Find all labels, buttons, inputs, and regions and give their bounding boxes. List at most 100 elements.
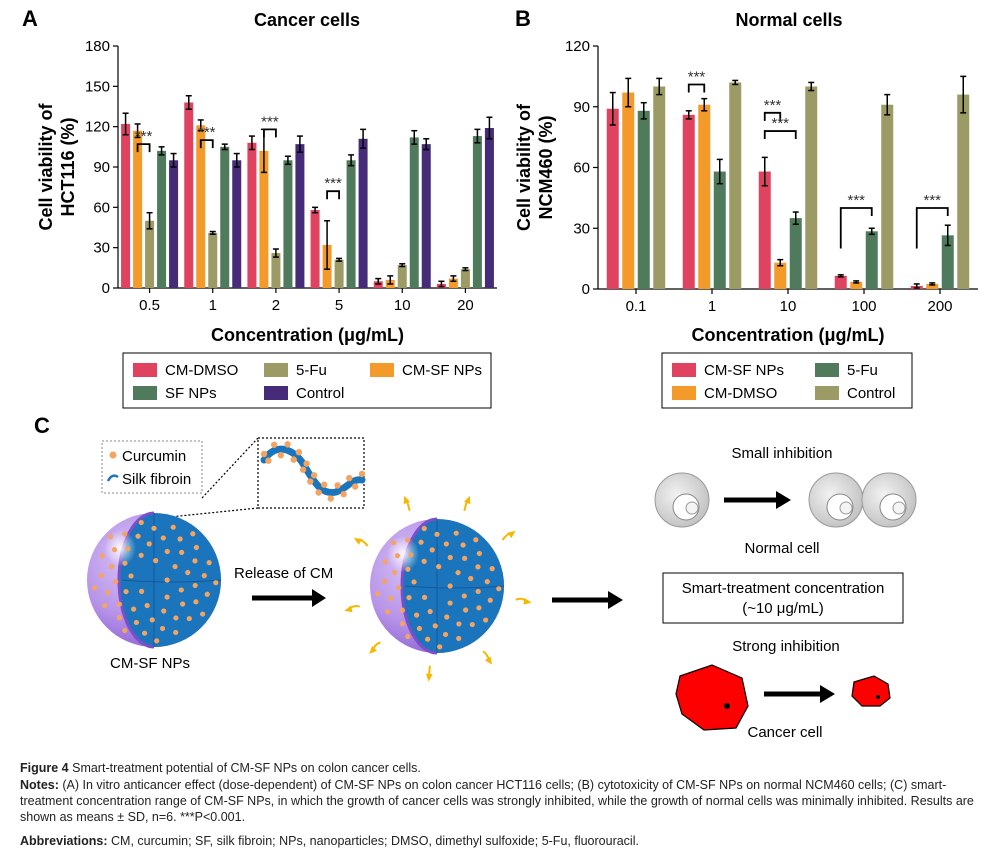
curcumin-dot bbox=[385, 609, 391, 615]
curcumin-dot bbox=[146, 541, 152, 547]
smart-treatment-box bbox=[662, 572, 904, 624]
curcumin-dot bbox=[473, 537, 479, 543]
notes-label: Notes: bbox=[20, 778, 59, 792]
bar-control bbox=[805, 86, 818, 289]
curcumin-dot bbox=[475, 588, 481, 595]
significance-label: *** bbox=[688, 68, 706, 85]
normal-arrow-head-icon bbox=[776, 491, 791, 509]
curcumin-dot bbox=[173, 629, 179, 636]
curcumin-dot bbox=[444, 614, 450, 620]
significance-bracket bbox=[915, 207, 949, 249]
x-tick-label: 1 bbox=[209, 297, 217, 314]
legend-silk-label: Silk fibroin bbox=[122, 471, 191, 488]
y-tick-label: 0 bbox=[582, 281, 590, 298]
curcumin-dot bbox=[399, 621, 406, 627]
curcumin-dot bbox=[185, 569, 191, 576]
curcumin-dot bbox=[192, 582, 198, 589]
figure-canvas: A Cancer cells B Normal cells C 0 30 60 90 1… bbox=[22, 6, 978, 741]
panel-a-title: Cancer cells bbox=[254, 10, 360, 30]
bar-control bbox=[729, 82, 742, 289]
release-arrowhead-icon bbox=[369, 646, 377, 654]
curcumin-dot bbox=[128, 573, 134, 579]
curcumin-dot bbox=[161, 608, 167, 614]
curcumin-dot bbox=[116, 615, 123, 621]
y-axis-label-line2: HCT116 (%) bbox=[58, 117, 78, 216]
y-axis-label-line1: Cell viability of bbox=[514, 103, 534, 231]
x-tick-label: 200 bbox=[927, 298, 952, 315]
curcumin-dot bbox=[201, 573, 207, 579]
bar-cm-sf-nps bbox=[606, 108, 619, 290]
cancer-cell-small-icon bbox=[851, 675, 891, 707]
bar-control bbox=[358, 138, 368, 288]
curcumin-dot bbox=[394, 553, 401, 559]
curcumin-dot bbox=[200, 611, 206, 617]
fiber-curcumin-dot bbox=[290, 456, 297, 463]
curcumin-dot bbox=[463, 607, 469, 613]
small-inhibition-label: Small inhibition bbox=[732, 445, 833, 462]
release-arrowhead-icon bbox=[425, 673, 433, 682]
y-tick-label: 30 bbox=[93, 240, 110, 257]
legend-b: CM-SF NPs 5-Fu CM-DMSO Control bbox=[661, 352, 913, 409]
bar-sf-nps bbox=[409, 137, 419, 288]
y-tick-label: 60 bbox=[573, 160, 590, 177]
fiber-curcumin-dot bbox=[327, 495, 334, 502]
legend-swatch-cm-dmso bbox=[133, 363, 157, 377]
bar-5-fu bbox=[941, 235, 954, 289]
curcumin-dot bbox=[447, 600, 453, 606]
legend-label-control: Control bbox=[847, 385, 895, 402]
curcumin-dot bbox=[105, 589, 111, 596]
curcumin-dot bbox=[122, 627, 128, 634]
normal-cell-label: Normal cell bbox=[744, 540, 819, 557]
curcumin-dot bbox=[425, 636, 431, 642]
curcumin-dot bbox=[102, 603, 108, 609]
bar-sf-nps bbox=[472, 136, 482, 288]
panel-c-letter: C bbox=[34, 413, 50, 438]
x-tick-label: 20 bbox=[457, 297, 474, 314]
legend-label-control: Control bbox=[296, 385, 344, 402]
bar-sf-nps bbox=[346, 160, 356, 288]
curcumin-dot bbox=[443, 541, 449, 547]
legend-swatch-cm-sf-nps bbox=[672, 363, 696, 377]
curcumin-dot bbox=[164, 577, 170, 583]
curcumin-dot bbox=[406, 594, 412, 601]
curcumin-dot bbox=[122, 531, 128, 537]
curcumin-dot bbox=[414, 612, 420, 618]
curcumin-dot bbox=[186, 615, 192, 622]
fiber-curcumin-dot bbox=[295, 448, 303, 456]
cancer-nucleus-small-icon bbox=[876, 695, 880, 699]
curcumin-dot bbox=[475, 564, 481, 570]
x-tick-label: 0.5 bbox=[139, 297, 160, 314]
bar-sf-nps bbox=[157, 150, 167, 288]
x-tick-label: 10 bbox=[394, 297, 411, 314]
curcumin-dot bbox=[487, 597, 493, 603]
release-arrowhead-icon bbox=[484, 656, 493, 665]
curcumin-dot bbox=[469, 621, 475, 628]
fiber-curcumin-dot bbox=[351, 483, 359, 490]
fiber-curcumin-dot bbox=[265, 457, 272, 464]
bar-5-fu bbox=[713, 171, 726, 289]
diagram-legend-box bbox=[101, 440, 203, 494]
significance-bracket bbox=[763, 130, 797, 140]
fiber-curcumin-dot bbox=[270, 441, 278, 448]
curcumin-dot bbox=[381, 578, 387, 584]
bar-5-fu bbox=[271, 253, 281, 288]
abbreviations-label: Abbreviations: bbox=[20, 834, 108, 848]
bar-5-fu bbox=[789, 218, 802, 289]
bar-cm-dmso bbox=[774, 262, 787, 289]
bar-sf-nps bbox=[283, 160, 293, 288]
release-label: Release of CM bbox=[234, 565, 333, 582]
bar-cm-dmso bbox=[310, 210, 320, 288]
curcumin-dot bbox=[476, 550, 482, 557]
curcumin-dot bbox=[455, 569, 461, 576]
y-tick-label: 150 bbox=[85, 78, 110, 95]
curcumin-dot bbox=[447, 583, 453, 589]
significance-label: *** bbox=[324, 175, 342, 192]
curcumin-dot bbox=[427, 608, 433, 615]
bar-5-fu bbox=[334, 259, 344, 288]
y-tick-label: 120 bbox=[85, 119, 110, 136]
chart-a: 0 30 60 90 120 150 180 0.5 1 2 5 10 20 Concentration … bbox=[36, 38, 497, 345]
curcumin-dot bbox=[135, 533, 141, 539]
bar-control bbox=[169, 160, 179, 288]
fiber-curcumin-dot bbox=[346, 474, 353, 482]
significance-bracket bbox=[839, 207, 873, 249]
